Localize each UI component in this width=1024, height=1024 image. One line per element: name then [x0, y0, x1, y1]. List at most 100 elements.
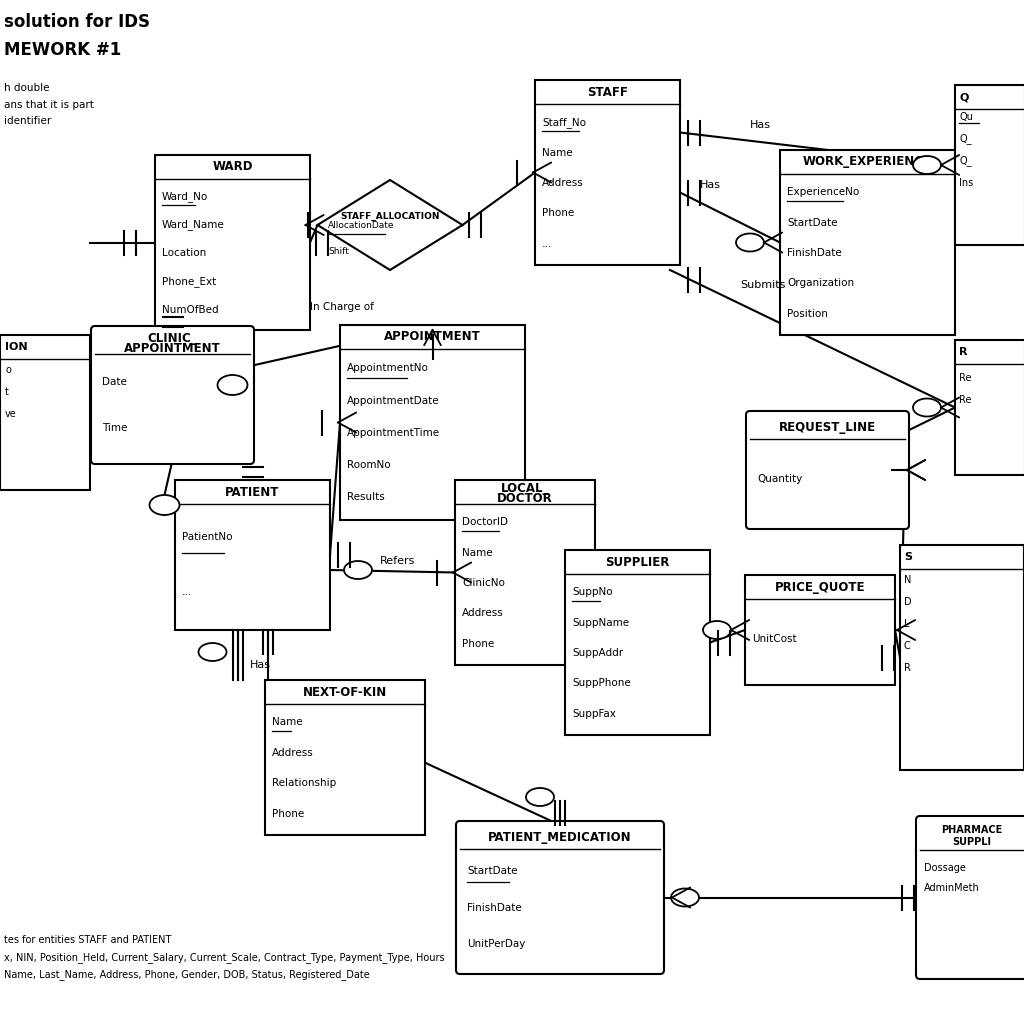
Text: S: S — [904, 552, 912, 562]
Text: Name: Name — [542, 147, 572, 158]
Bar — [265, 680, 425, 835]
Text: identifier: identifier — [4, 116, 51, 126]
Text: Quantity: Quantity — [757, 474, 802, 483]
Text: PATIENT_MEDICATION: PATIENT_MEDICATION — [488, 830, 632, 844]
Text: Re: Re — [959, 373, 972, 383]
Text: Position: Position — [787, 308, 827, 318]
FancyBboxPatch shape — [746, 411, 909, 529]
Text: CLINIC_: CLINIC_ — [147, 332, 198, 345]
Text: Staff_No: Staff_No — [542, 117, 586, 128]
Bar — [340, 325, 525, 520]
Text: R: R — [904, 663, 911, 673]
Bar — [780, 150, 955, 335]
Text: AdminMeth: AdminMeth — [924, 883, 980, 893]
Text: APPOINTMENT: APPOINTMENT — [384, 331, 481, 343]
Text: NEXT-OF-KIN: NEXT-OF-KIN — [303, 685, 387, 698]
Text: ...: ... — [542, 239, 552, 249]
Text: Phone: Phone — [462, 639, 495, 649]
Text: StartDate: StartDate — [787, 218, 838, 227]
Ellipse shape — [217, 375, 248, 395]
Text: t: t — [5, 387, 9, 397]
Text: solution for IDS: solution for IDS — [4, 13, 150, 31]
Text: SuppName: SuppName — [572, 617, 629, 628]
Bar — [745, 575, 895, 685]
Text: ClinicNo: ClinicNo — [462, 578, 505, 588]
Text: PRICE_QUOTE: PRICE_QUOTE — [775, 581, 865, 594]
Text: Name, Last_Name, Address, Phone, Gender, DOB, Status, Registered_Date: Name, Last_Name, Address, Phone, Gender,… — [4, 970, 370, 980]
Text: Phone: Phone — [272, 809, 304, 818]
Bar — [155, 155, 310, 330]
Text: SuppPhone: SuppPhone — [572, 678, 631, 688]
Text: SUPPLI: SUPPLI — [952, 837, 991, 847]
Text: FinishDate: FinishDate — [787, 248, 842, 258]
Ellipse shape — [736, 233, 764, 252]
Text: Ins: Ins — [959, 178, 973, 188]
Text: ...: ... — [182, 587, 193, 597]
Text: LOCAL_: LOCAL_ — [501, 482, 549, 495]
Text: DOCTOR: DOCTOR — [497, 492, 553, 505]
Text: Has: Has — [700, 179, 721, 189]
Text: L: L — [904, 618, 909, 629]
Text: REQUEST_LINE: REQUEST_LINE — [779, 421, 877, 433]
Bar — [955, 85, 1024, 245]
Text: R: R — [959, 347, 968, 357]
Text: Qu: Qu — [959, 112, 973, 122]
Text: Q_: Q_ — [959, 156, 972, 167]
Text: PatientNo: PatientNo — [182, 531, 232, 542]
Text: Phone: Phone — [542, 208, 574, 218]
Text: In Charge of: In Charge of — [310, 302, 374, 312]
Ellipse shape — [199, 643, 226, 662]
Text: UnitPerDay: UnitPerDay — [467, 939, 525, 949]
Text: D: D — [904, 597, 911, 607]
FancyBboxPatch shape — [916, 816, 1024, 979]
Text: o: o — [5, 365, 11, 375]
FancyBboxPatch shape — [91, 326, 254, 464]
Ellipse shape — [150, 495, 179, 515]
Ellipse shape — [344, 561, 372, 579]
Text: Name: Name — [462, 548, 493, 558]
Text: Shift: Shift — [329, 248, 349, 256]
Bar — [535, 80, 680, 265]
Text: C: C — [904, 641, 910, 651]
Text: WORK_EXPERIENCE: WORK_EXPERIENCE — [803, 156, 932, 169]
Text: FinishDate: FinishDate — [467, 903, 522, 912]
Ellipse shape — [913, 156, 941, 174]
Text: Re: Re — [959, 395, 972, 406]
Bar — [900, 545, 1024, 770]
Text: ION: ION — [5, 342, 28, 352]
Text: MEWORK #1: MEWORK #1 — [4, 41, 121, 59]
Text: UnitCost: UnitCost — [752, 634, 797, 644]
Text: Location: Location — [162, 248, 206, 258]
Ellipse shape — [703, 621, 731, 639]
Text: Results: Results — [347, 493, 385, 503]
Text: Refers: Refers — [380, 556, 416, 566]
Text: PHARMACE: PHARMACE — [941, 825, 1002, 835]
Bar — [955, 340, 1024, 475]
Text: PATIENT: PATIENT — [225, 485, 280, 499]
Text: N: N — [904, 575, 911, 585]
Text: Time: Time — [102, 423, 127, 433]
Text: Has: Has — [250, 660, 271, 670]
Text: h double: h double — [4, 83, 49, 93]
Bar — [455, 480, 595, 665]
Text: SuppFax: SuppFax — [572, 709, 615, 719]
Bar — [0, 335, 90, 490]
Text: Relationship: Relationship — [272, 778, 336, 788]
Text: AppointmentDate: AppointmentDate — [347, 395, 439, 406]
Text: AllocationDate: AllocationDate — [329, 220, 395, 229]
Text: Name: Name — [272, 717, 303, 727]
Ellipse shape — [671, 889, 699, 906]
Text: tes for entities STAFF and PATIENT: tes for entities STAFF and PATIENT — [4, 935, 171, 945]
Text: Date: Date — [102, 377, 127, 387]
Ellipse shape — [526, 788, 554, 806]
Text: SUPPLIER: SUPPLIER — [605, 555, 670, 568]
Text: STAFF_ALLOCATION: STAFF_ALLOCATION — [340, 211, 439, 220]
Text: RoomNo: RoomNo — [347, 460, 390, 470]
Text: Q_: Q_ — [959, 133, 972, 144]
Text: AppointmentTime: AppointmentTime — [347, 428, 440, 438]
Bar — [565, 550, 710, 735]
Text: Address: Address — [462, 608, 504, 618]
Text: ExperienceNo: ExperienceNo — [787, 187, 859, 198]
Text: Ward_No: Ward_No — [162, 190, 208, 202]
Text: NumOfBed: NumOfBed — [162, 305, 219, 315]
